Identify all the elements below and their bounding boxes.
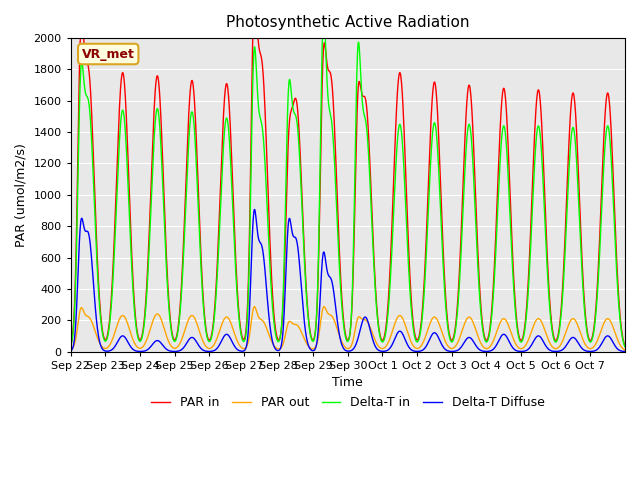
Line: Delta-T in: Delta-T in bbox=[70, 38, 625, 347]
Line: Delta-T Diffuse: Delta-T Diffuse bbox=[70, 209, 625, 351]
Delta-T in bbox=[479, 327, 486, 333]
PAR out bbox=[560, 335, 568, 340]
Delta-T Diffuse bbox=[560, 346, 568, 351]
Delta-T Diffuse bbox=[67, 348, 74, 354]
PAR out bbox=[621, 347, 629, 353]
Delta-T Diffuse bbox=[154, 338, 161, 344]
Legend: PAR in, PAR out, Delta-T in, Delta-T Diffuse: PAR in, PAR out, Delta-T in, Delta-T Dif… bbox=[147, 391, 549, 414]
PAR in bbox=[154, 73, 161, 79]
PAR in bbox=[333, 204, 341, 209]
Delta-T Diffuse bbox=[251, 206, 259, 212]
Delta-T Diffuse bbox=[479, 348, 486, 354]
Delta-T in bbox=[560, 271, 568, 276]
PAR in bbox=[621, 343, 629, 349]
Title: Photosynthetic Active Radiation: Photosynthetic Active Radiation bbox=[226, 15, 470, 30]
PAR out bbox=[479, 343, 486, 349]
Line: PAR out: PAR out bbox=[70, 307, 625, 350]
PAR in bbox=[479, 323, 486, 329]
Delta-T in bbox=[67, 343, 74, 349]
Delta-T Diffuse bbox=[621, 348, 629, 354]
Y-axis label: PAR (umol/m2/s): PAR (umol/m2/s) bbox=[15, 143, 28, 247]
Delta-T in bbox=[154, 106, 161, 111]
PAR in bbox=[560, 259, 568, 264]
X-axis label: Time: Time bbox=[332, 376, 364, 389]
Delta-T in bbox=[621, 344, 629, 349]
Line: PAR in: PAR in bbox=[70, 38, 625, 346]
PAR out bbox=[251, 304, 259, 310]
Delta-T Diffuse bbox=[323, 268, 331, 274]
PAR in bbox=[614, 285, 622, 291]
Delta-T in bbox=[614, 293, 622, 299]
PAR out bbox=[333, 327, 341, 333]
Delta-T Diffuse bbox=[614, 347, 622, 352]
Delta-T Diffuse bbox=[333, 320, 341, 325]
PAR out bbox=[323, 309, 331, 315]
Text: VR_met: VR_met bbox=[82, 48, 134, 60]
PAR out bbox=[67, 347, 74, 353]
PAR out bbox=[614, 338, 622, 344]
PAR in bbox=[77, 35, 84, 41]
PAR out bbox=[154, 311, 161, 317]
Delta-T in bbox=[319, 35, 326, 41]
Delta-T in bbox=[333, 226, 341, 231]
PAR in bbox=[323, 61, 331, 67]
Delta-T in bbox=[323, 79, 331, 85]
PAR in bbox=[67, 342, 74, 348]
